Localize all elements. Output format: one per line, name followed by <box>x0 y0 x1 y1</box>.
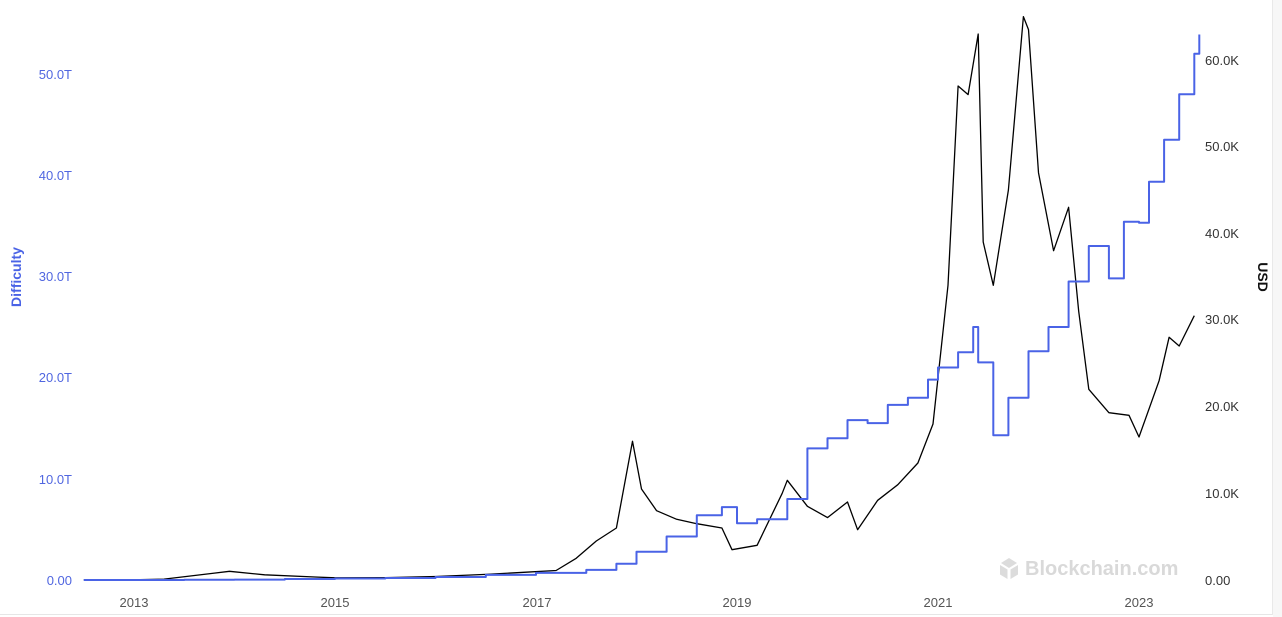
y-right-tick: 0.00 <box>1205 573 1230 588</box>
y-left-tick: 30.0T <box>39 269 72 284</box>
y-right-axis-title: USD <box>1255 262 1271 292</box>
x-tick: 2017 <box>523 595 552 610</box>
x-tick: 2023 <box>1125 595 1154 610</box>
difficulty-line <box>83 34 1201 581</box>
y-right-tick: 30.0K <box>1205 312 1239 327</box>
y-right-tick: 50.0K <box>1205 139 1239 154</box>
x-tick: 2013 <box>120 595 149 610</box>
y-axis-left: 0.00 10.0T 20.0T 30.0T 40.0T 50.0T Diffi… <box>8 67 72 588</box>
y-left-tick: 50.0T <box>39 67 72 82</box>
watermark: Blockchain.com <box>1000 558 1178 580</box>
scrollbar-gutter <box>1273 0 1282 617</box>
y-right-tick: 20.0K <box>1205 399 1239 414</box>
blockchain-logo-icon <box>1000 558 1018 579</box>
x-tick: 2015 <box>321 595 350 610</box>
y-right-tick: 10.0K <box>1205 486 1239 501</box>
y-left-tick: 20.0T <box>39 370 72 385</box>
series-layer <box>83 15 1201 581</box>
price-line <box>83 15 1195 581</box>
x-tick: 2021 <box>924 595 953 610</box>
x-axis: 2013 2015 2017 2019 2021 2023 <box>120 595 1154 610</box>
bottom-border <box>0 614 1272 615</box>
y-left-tick: 10.0T <box>39 472 72 487</box>
right-border <box>1272 0 1273 615</box>
y-right-tick: 40.0K <box>1205 226 1239 241</box>
y-axis-right: 0.00 10.0K 20.0K 30.0K 40.0K 50.0K 60.0K… <box>1205 53 1271 588</box>
x-tick: 2019 <box>723 595 752 610</box>
y-left-tick: 40.0T <box>39 168 72 183</box>
y-left-tick: 0.00 <box>47 573 72 588</box>
y-left-axis-title: Difficulty <box>8 247 24 307</box>
watermark-text: Blockchain.com <box>1025 558 1178 580</box>
y-right-tick: 60.0K <box>1205 53 1239 68</box>
